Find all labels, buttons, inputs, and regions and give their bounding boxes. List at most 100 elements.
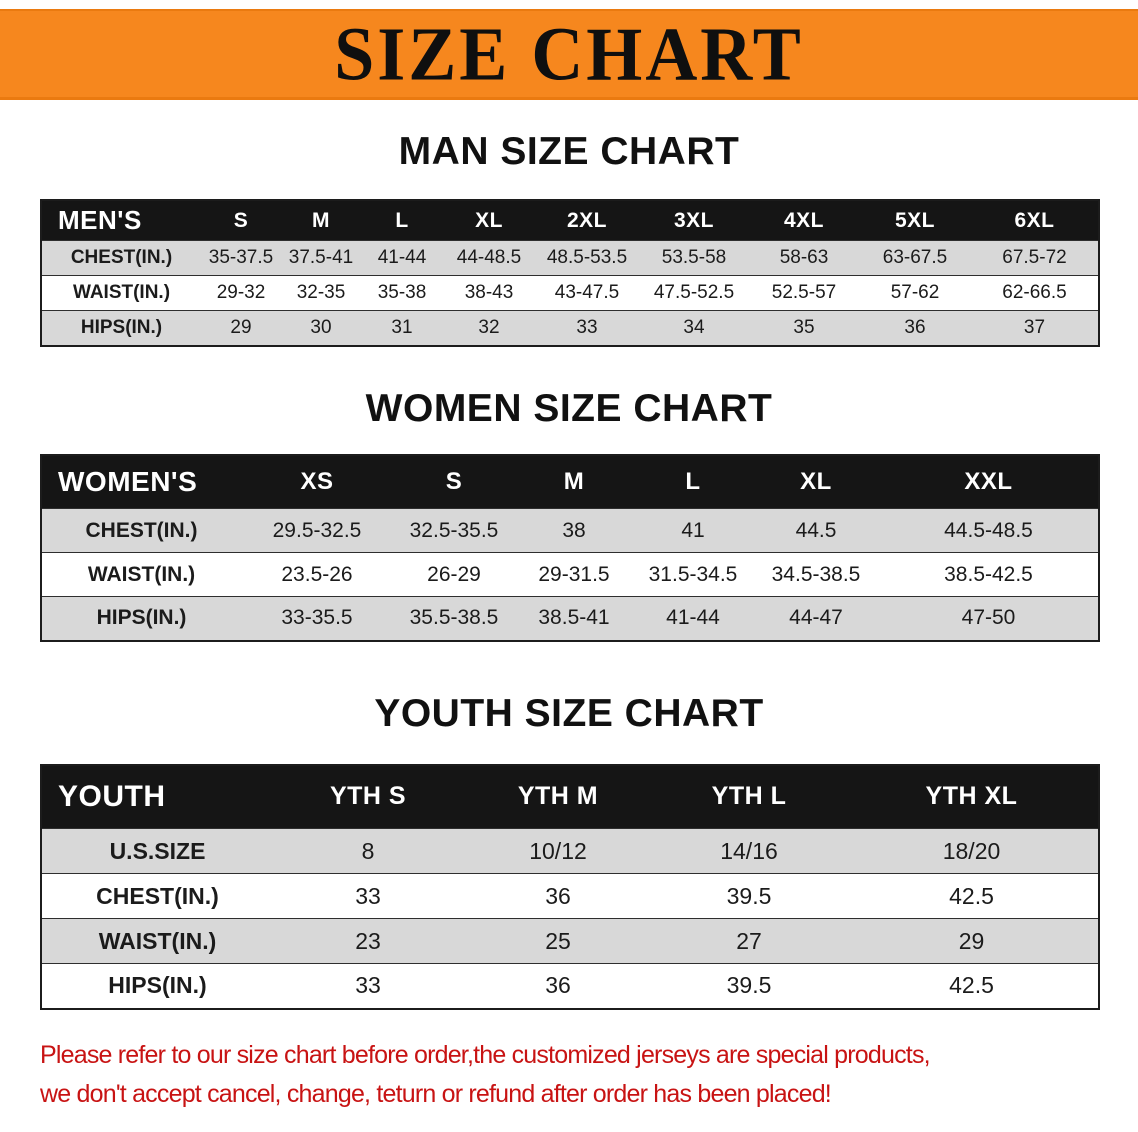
size-column-header: XL bbox=[753, 454, 879, 509]
size-value-cell: 38.5-42.5 bbox=[879, 552, 1099, 597]
size-value-cell: 35-38 bbox=[361, 275, 443, 311]
size-column-header: YTH S bbox=[273, 764, 463, 829]
size-value-cell: 36 bbox=[463, 963, 653, 1009]
row-label-cell: HIPS(IN.) bbox=[41, 596, 241, 641]
row-label-cell: HIPS(IN.) bbox=[41, 310, 201, 346]
size-column-header: 6XL bbox=[971, 199, 1099, 241]
size-value-cell: 48.5-53.5 bbox=[535, 240, 639, 276]
women-hips-row: HIPS(IN.) 33-35.5 35.5-38.5 38.5-41 41-4… bbox=[41, 596, 1099, 641]
size-value-cell: 41 bbox=[633, 508, 753, 553]
size-value-cell: 35-37.5 bbox=[201, 240, 281, 276]
size-value-cell: 41-44 bbox=[361, 240, 443, 276]
youth-waist-row: WAIST(IN.) 23 25 27 29 bbox=[41, 918, 1099, 964]
youth-section: YOUTH SIZE CHART YOUTH YTH S YTH M YTH L… bbox=[0, 692, 1138, 1010]
size-value-cell: 29 bbox=[201, 310, 281, 346]
size-value-cell: 58-63 bbox=[749, 240, 859, 276]
size-value-cell: 34.5-38.5 bbox=[753, 552, 879, 597]
size-column-header: S bbox=[201, 199, 281, 241]
size-value-cell: 44.5 bbox=[753, 508, 879, 553]
youth-chest-row: CHEST(IN.) 33 36 39.5 42.5 bbox=[41, 873, 1099, 919]
size-value-cell: 42.5 bbox=[845, 873, 1099, 919]
size-value-cell: 63-67.5 bbox=[859, 240, 971, 276]
size-value-cell: 29-32 bbox=[201, 275, 281, 311]
row-label-cell: U.S.SIZE bbox=[41, 828, 273, 874]
men-hips-row: HIPS(IN.) 29 30 31 32 33 34 35 36 37 bbox=[41, 310, 1099, 346]
size-value-cell: 38 bbox=[515, 508, 633, 553]
size-column-header: 3XL bbox=[639, 199, 749, 241]
size-value-cell: 33 bbox=[273, 873, 463, 919]
size-value-cell: 52.5-57 bbox=[749, 275, 859, 311]
size-value-cell: 32 bbox=[443, 310, 535, 346]
size-value-cell: 8 bbox=[273, 828, 463, 874]
size-column-header: YTH XL bbox=[845, 764, 1099, 829]
women-waist-row: WAIST(IN.) 23.5-26 26-29 29-31.5 31.5-34… bbox=[41, 552, 1099, 597]
size-value-cell: 42.5 bbox=[845, 963, 1099, 1009]
notice-line-1: Please refer to our size chart before or… bbox=[40, 1040, 931, 1069]
row-label-cell: CHEST(IN.) bbox=[41, 508, 241, 553]
order-notice: Please refer to our size chart before or… bbox=[40, 1036, 1138, 1114]
size-value-cell: 47-50 bbox=[879, 596, 1099, 641]
page-title: SIZE CHART bbox=[334, 11, 804, 97]
size-column-header: L bbox=[361, 199, 443, 241]
size-value-cell: 34 bbox=[639, 310, 749, 346]
size-value-cell: 27 bbox=[653, 918, 845, 964]
size-value-cell: 29 bbox=[845, 918, 1099, 964]
men-header-row: MEN'S S M L XL 2XL 3XL 4XL 5XL 6XL bbox=[41, 199, 1099, 241]
size-value-cell: 32-35 bbox=[281, 275, 361, 311]
size-column-header: 5XL bbox=[859, 199, 971, 241]
size-column-header: M bbox=[281, 199, 361, 241]
size-value-cell: 29-31.5 bbox=[515, 552, 633, 597]
size-value-cell: 44-47 bbox=[753, 596, 879, 641]
youth-table-title: YOUTH bbox=[41, 764, 273, 829]
size-value-cell: 35 bbox=[749, 310, 859, 346]
men-waist-row: WAIST(IN.) 29-32 32-35 35-38 38-43 43-47… bbox=[41, 275, 1099, 311]
size-value-cell: 44.5-48.5 bbox=[879, 508, 1099, 553]
youth-size-table: YOUTH YTH S YTH M YTH L YTH XL U.S.SIZE … bbox=[40, 763, 1100, 1010]
notice-line-2: we don't accept cancel, change, teturn o… bbox=[40, 1079, 832, 1108]
size-value-cell: 47.5-52.5 bbox=[639, 275, 749, 311]
size-column-header: M bbox=[515, 454, 633, 509]
women-chest-row: CHEST(IN.) 29.5-32.5 32.5-35.5 38 41 44.… bbox=[41, 508, 1099, 553]
size-value-cell: 67.5-72 bbox=[971, 240, 1099, 276]
size-value-cell: 39.5 bbox=[653, 873, 845, 919]
size-value-cell: 38-43 bbox=[443, 275, 535, 311]
men-chest-row: CHEST(IN.) 35-37.5 37.5-41 41-44 44-48.5… bbox=[41, 240, 1099, 276]
size-value-cell: 33 bbox=[535, 310, 639, 346]
size-value-cell: 30 bbox=[281, 310, 361, 346]
size-value-cell: 23 bbox=[273, 918, 463, 964]
row-label-cell: WAIST(IN.) bbox=[41, 275, 201, 311]
size-value-cell: 53.5-58 bbox=[639, 240, 749, 276]
size-value-cell: 41-44 bbox=[633, 596, 753, 641]
size-value-cell: 18/20 bbox=[845, 828, 1099, 874]
women-size-table: WOMEN'S XS S M L XL XXL CHEST(IN.) 29.5-… bbox=[40, 453, 1100, 642]
men-size-table: MEN'S S M L XL 2XL 3XL 4XL 5XL 6XL CHEST… bbox=[40, 198, 1100, 347]
youth-header-row: YOUTH YTH S YTH M YTH L YTH XL bbox=[41, 764, 1099, 829]
size-value-cell: 39.5 bbox=[653, 963, 845, 1009]
youth-ussize-row: U.S.SIZE 8 10/12 14/16 18/20 bbox=[41, 828, 1099, 874]
size-column-header: L bbox=[633, 454, 753, 509]
size-value-cell: 31.5-34.5 bbox=[633, 552, 753, 597]
size-value-cell: 23.5-26 bbox=[241, 552, 393, 597]
size-column-header: S bbox=[393, 454, 515, 509]
size-value-cell: 32.5-35.5 bbox=[393, 508, 515, 553]
row-label-cell: CHEST(IN.) bbox=[41, 240, 201, 276]
size-value-cell: 10/12 bbox=[463, 828, 653, 874]
size-value-cell: 44-48.5 bbox=[443, 240, 535, 276]
size-value-cell: 37.5-41 bbox=[281, 240, 361, 276]
size-column-header: XXL bbox=[879, 454, 1099, 509]
row-label-cell: WAIST(IN.) bbox=[41, 552, 241, 597]
size-value-cell: 57-62 bbox=[859, 275, 971, 311]
women-section: WOMEN SIZE CHART WOMEN'S XS S M L XL XXL… bbox=[0, 387, 1138, 642]
banner: SIZE CHART bbox=[0, 9, 1138, 100]
youth-hips-row: HIPS(IN.) 33 36 39.5 42.5 bbox=[41, 963, 1099, 1009]
size-value-cell: 38.5-41 bbox=[515, 596, 633, 641]
size-value-cell: 29.5-32.5 bbox=[241, 508, 393, 553]
size-column-header: YTH L bbox=[653, 764, 845, 829]
women-table-title: WOMEN'S bbox=[41, 454, 241, 509]
size-value-cell: 36 bbox=[859, 310, 971, 346]
men-section-heading: MAN SIZE CHART bbox=[398, 130, 740, 173]
size-value-cell: 35.5-38.5 bbox=[393, 596, 515, 641]
size-column-header: YTH M bbox=[463, 764, 653, 829]
men-section: MAN SIZE CHART MEN'S S M L XL 2XL 3XL 4X… bbox=[0, 130, 1138, 347]
